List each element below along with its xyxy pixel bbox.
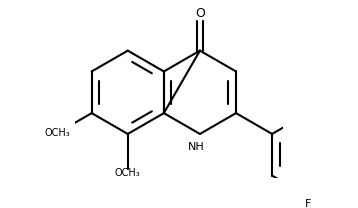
Text: NH: NH xyxy=(188,141,204,151)
Text: OCH₃: OCH₃ xyxy=(115,168,141,178)
Text: OCH₃: OCH₃ xyxy=(45,128,71,138)
Text: F: F xyxy=(305,199,311,208)
Text: O: O xyxy=(195,7,205,20)
